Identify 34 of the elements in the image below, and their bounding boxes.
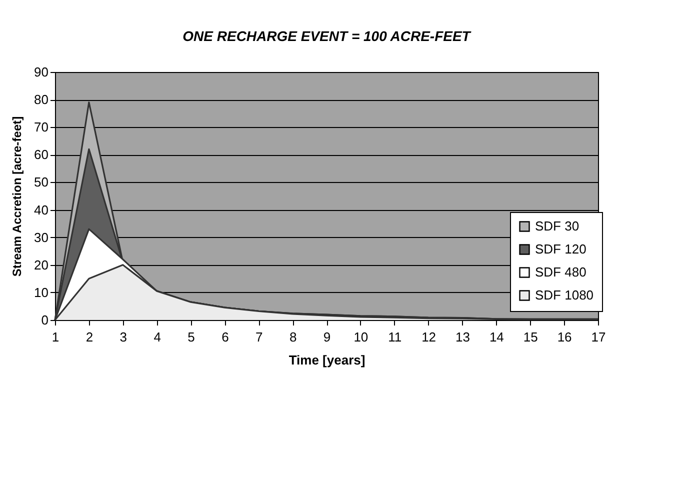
legend-label: SDF 30: [535, 218, 580, 234]
legend-label: SDF 480: [535, 264, 586, 280]
x-tick-label: 2: [86, 330, 94, 344]
y-tick-label: 70: [34, 120, 48, 135]
x-tick-label: 8: [289, 330, 297, 344]
y-tick-label: 40: [34, 202, 48, 218]
x-tick-label: 6: [222, 330, 229, 344]
x-tick-label: 16: [557, 330, 572, 344]
y-tick-label: 90: [34, 64, 48, 80]
x-tick-label: 9: [323, 330, 331, 344]
legend-label: SDF 1080: [535, 288, 594, 302]
x-tick-label: 7: [256, 330, 263, 344]
x-tick-label: 13: [456, 330, 470, 344]
x-tick-label: 15: [523, 330, 538, 344]
x-tick-label: 3: [120, 330, 127, 344]
y-tick-label: 0: [41, 312, 48, 328]
legend-label: SDF 120: [535, 242, 586, 256]
x-tick-label: 10: [354, 330, 368, 344]
y-tick-label: 10: [34, 284, 48, 300]
y-axis-title: Stream Accretion [acre-feet]: [10, 116, 24, 277]
y-tick-label: 80: [34, 92, 48, 108]
x-tick-label: 5: [188, 330, 195, 344]
y-tick-label: 30: [34, 230, 48, 245]
x-axis-title: Time [years]: [288, 352, 366, 368]
x-tick-label: 11: [388, 330, 402, 344]
y-tick-label: 50: [34, 174, 48, 190]
x-tick-label: 14: [489, 330, 504, 344]
y-tick-label: 20: [34, 257, 48, 272]
chart-title: ONE RECHARGE EVENT = 100 ACRE-FEET: [182, 28, 472, 44]
y-tick-label: 60: [34, 147, 48, 162]
x-tick-label: 4: [154, 330, 161, 344]
x-tick-label: 12: [422, 330, 436, 344]
x-tick-label: 17: [591, 330, 606, 344]
x-tick-label: 1: [52, 330, 60, 344]
